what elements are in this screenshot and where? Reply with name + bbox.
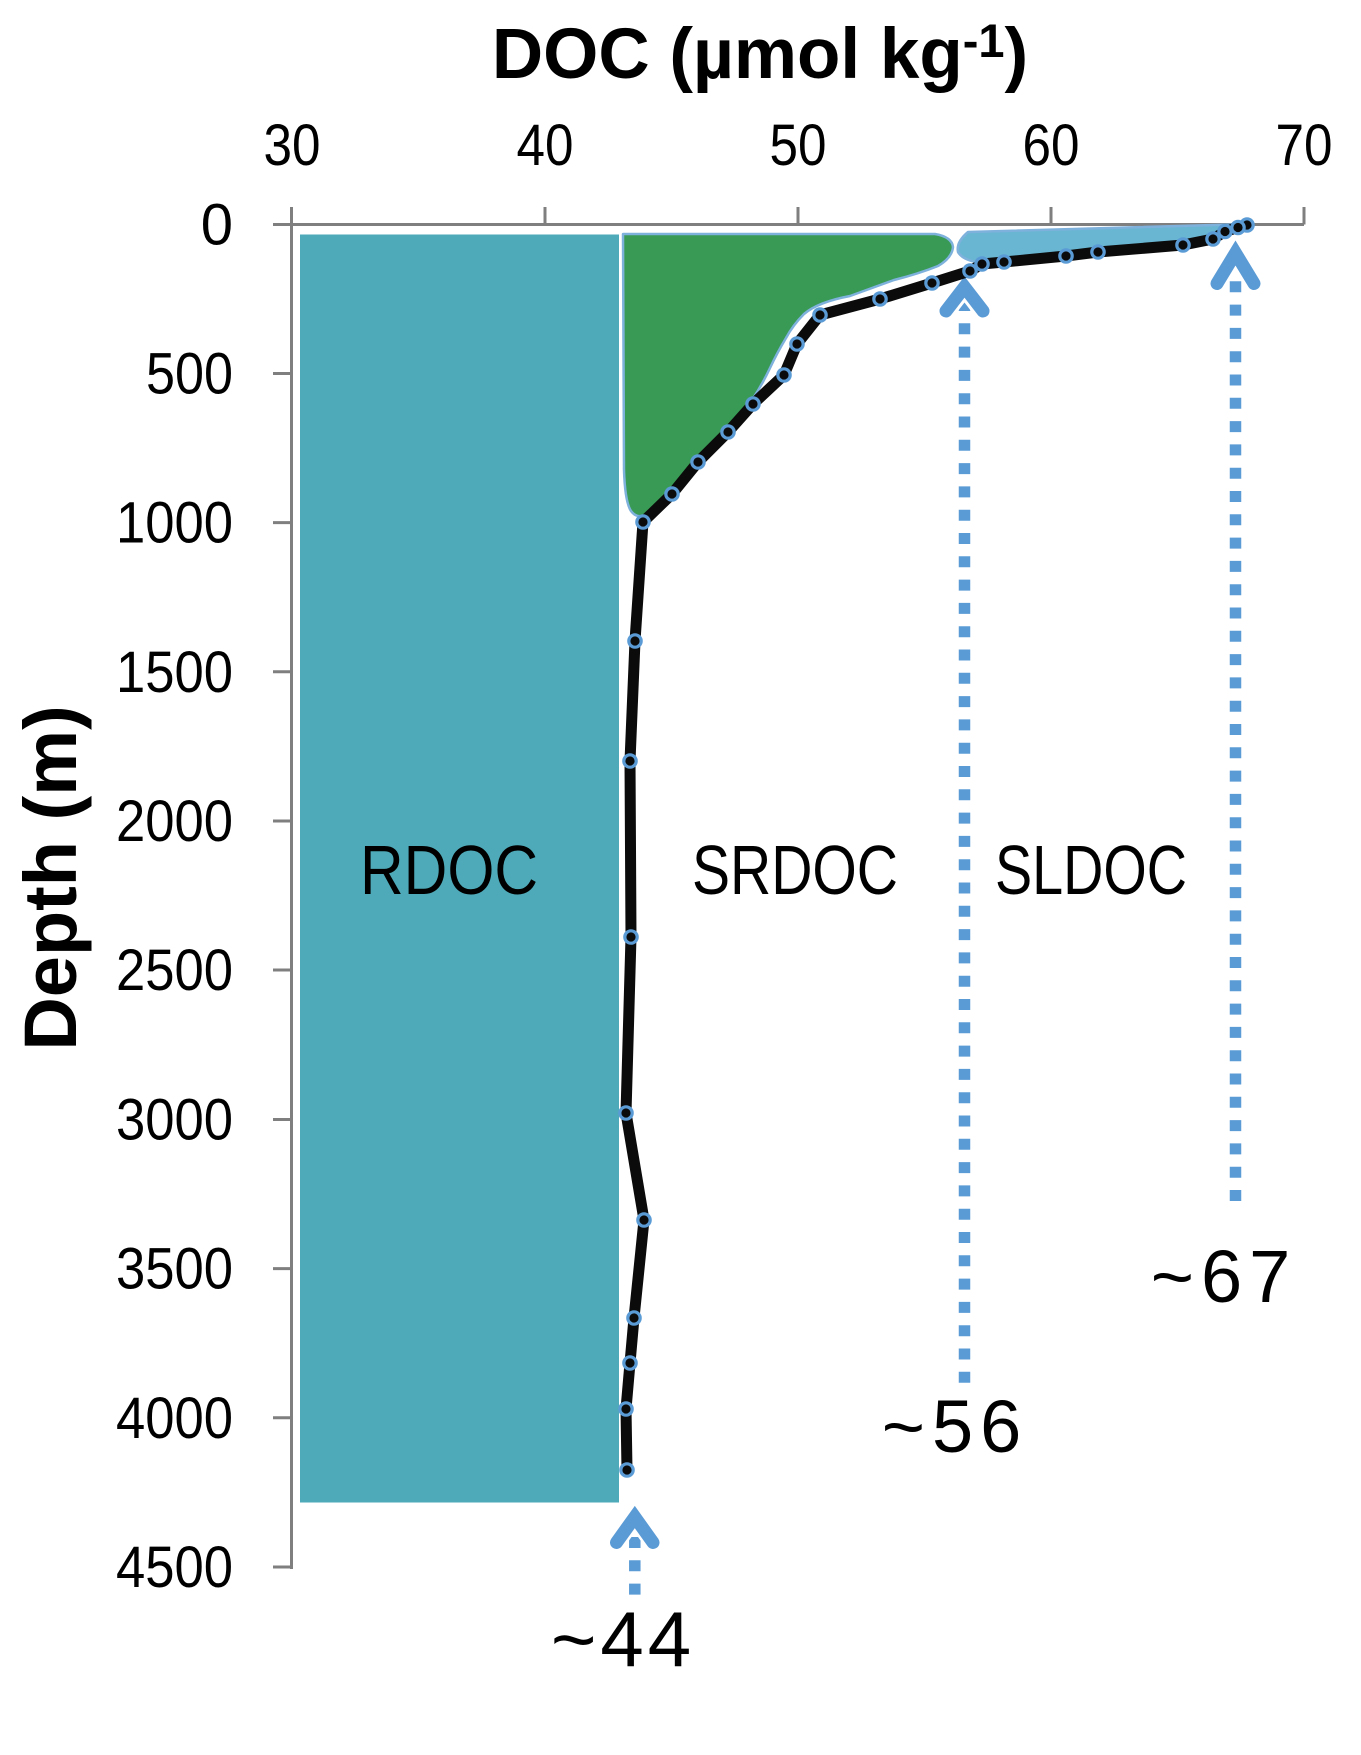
svg-text:40: 40 [517,113,574,178]
svg-text:30: 30 [264,113,321,178]
svg-text:Depth (m): Depth (m) [9,705,92,1050]
svg-text:1500: 1500 [116,640,233,705]
svg-text:~56: ~56 [882,1385,1029,1468]
svg-text:500: 500 [146,342,233,407]
svg-text:1000: 1000 [116,491,233,556]
svg-text:~44: ~44 [551,1595,695,1683]
svg-text:2000: 2000 [116,789,233,854]
svg-text:2500: 2500 [116,938,233,1003]
svg-text:4500: 4500 [116,1535,233,1600]
svg-text:60: 60 [1023,113,1080,178]
svg-text:SRDOC: SRDOC [692,831,898,909]
svg-text:DOC (µmol kg-1): DOC (µmol kg-1) [492,14,1028,94]
svg-text:3500: 3500 [116,1237,233,1302]
svg-text:70: 70 [1276,113,1333,178]
svg-text:~67: ~67 [1151,1235,1298,1318]
svg-text:4000: 4000 [116,1386,233,1451]
svg-text:3000: 3000 [116,1088,233,1153]
svg-text:SLDOC: SLDOC [995,831,1187,909]
svg-text:0: 0 [201,193,233,258]
svg-text:50: 50 [770,113,827,178]
svg-text:RDOC: RDOC [360,831,538,909]
